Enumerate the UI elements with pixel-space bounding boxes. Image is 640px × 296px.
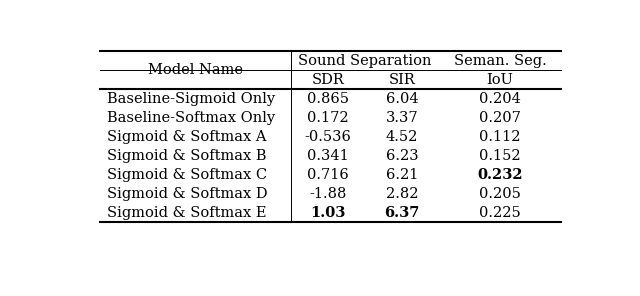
Text: 0.205: 0.205 [479, 187, 521, 201]
Text: 6.04: 6.04 [386, 92, 419, 106]
Text: 6.23: 6.23 [386, 149, 419, 163]
Text: Sigmoid & Softmax C: Sigmoid & Softmax C [107, 168, 267, 182]
Text: 3.37: 3.37 [386, 111, 419, 125]
Text: Sigmoid & Softmax A: Sigmoid & Softmax A [107, 130, 266, 144]
Text: 0.207: 0.207 [479, 111, 521, 125]
Text: Sigmoid & Softmax E: Sigmoid & Softmax E [107, 206, 266, 220]
Text: 0.225: 0.225 [479, 206, 521, 220]
Text: Seman. Seg.: Seman. Seg. [454, 54, 547, 68]
Text: 0.865: 0.865 [307, 92, 349, 106]
Text: -1.88: -1.88 [310, 187, 347, 201]
Text: 4.52: 4.52 [386, 130, 418, 144]
Text: Model Name: Model Name [148, 63, 243, 78]
Text: 1.03: 1.03 [310, 206, 346, 220]
Text: SDR: SDR [312, 73, 344, 87]
Text: 6.21: 6.21 [386, 168, 418, 182]
Text: 0.152: 0.152 [479, 149, 521, 163]
Text: 0.232: 0.232 [477, 168, 523, 182]
Text: SIR: SIR [388, 73, 415, 87]
Text: 0.172: 0.172 [307, 111, 349, 125]
Text: 0.341: 0.341 [307, 149, 349, 163]
Text: Sigmoid & Softmax D: Sigmoid & Softmax D [107, 187, 268, 201]
Text: Sound Separation: Sound Separation [298, 54, 432, 68]
Text: 2.82: 2.82 [386, 187, 418, 201]
Text: Sigmoid & Softmax B: Sigmoid & Softmax B [107, 149, 266, 163]
Text: Baseline-Sigmoid Only: Baseline-Sigmoid Only [107, 92, 275, 106]
Text: Baseline-Softmax Only: Baseline-Softmax Only [107, 111, 275, 125]
Text: IoU: IoU [486, 73, 513, 87]
Text: 6.37: 6.37 [384, 206, 420, 220]
Text: 0.716: 0.716 [307, 168, 349, 182]
Text: 0.204: 0.204 [479, 92, 521, 106]
Text: -0.536: -0.536 [305, 130, 351, 144]
Text: 0.112: 0.112 [479, 130, 521, 144]
